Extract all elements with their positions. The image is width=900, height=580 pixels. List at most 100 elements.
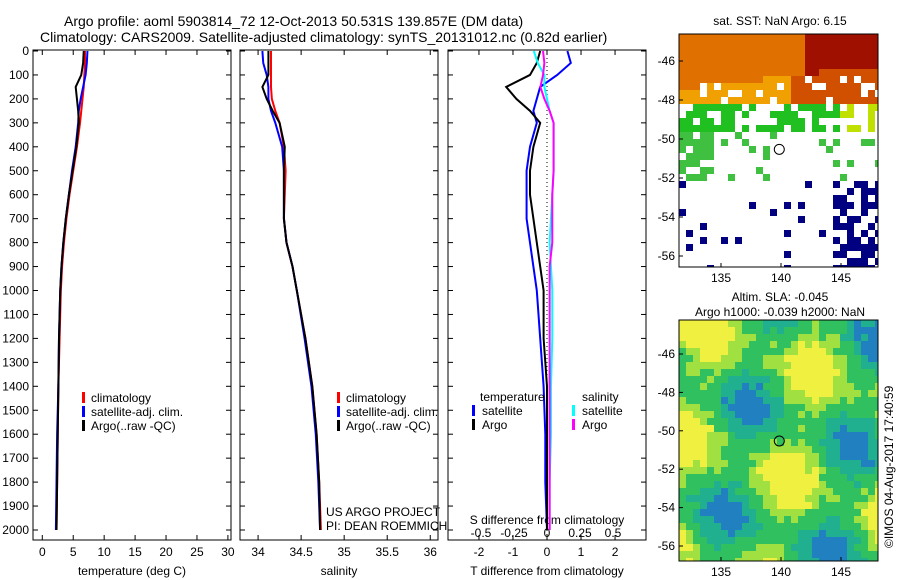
map-cell (770, 258, 777, 265)
map-cell (875, 432, 878, 439)
map-cell (693, 244, 700, 251)
map-cell (714, 453, 721, 460)
map-cell (854, 48, 861, 55)
map-cell (693, 125, 700, 132)
map-cell (763, 83, 770, 90)
map-cell (805, 509, 812, 516)
map-cell (770, 104, 777, 111)
map-cell (700, 439, 707, 446)
project-label: US ARGO PROJECT (326, 505, 441, 519)
map-cell (826, 439, 833, 446)
map-cell (742, 111, 749, 118)
map-cell (735, 111, 742, 118)
map-cell (833, 523, 840, 530)
map-cell (812, 209, 819, 216)
map-cell (770, 362, 777, 369)
map-cell (742, 453, 749, 460)
map-cell (819, 41, 826, 48)
map-cell (735, 83, 742, 90)
map-cell (784, 551, 791, 558)
map-cell (826, 418, 833, 425)
map-cell (714, 558, 721, 561)
map-cell (784, 90, 791, 97)
map-cell (854, 502, 861, 509)
map-cell (686, 460, 693, 467)
map-cell (819, 495, 826, 502)
map-cell (721, 418, 728, 425)
sst-map-title: sat. SST: NaN Argo: 6.15 (713, 14, 847, 28)
map-cell (735, 167, 742, 174)
map-cell (833, 62, 840, 69)
map-cell (679, 251, 686, 258)
map-cell (707, 41, 714, 48)
map-cell (798, 97, 805, 104)
map-cell (777, 425, 784, 432)
map-cell (847, 425, 854, 432)
s-tick-label: 0.5 (605, 526, 622, 540)
map-cell (679, 83, 686, 90)
map-cell (721, 397, 728, 404)
map-cell (833, 530, 840, 537)
map-cell (875, 41, 878, 48)
map-cell (819, 174, 826, 181)
map-cell (840, 132, 847, 139)
map-cell (728, 146, 735, 153)
map-cell (770, 509, 777, 516)
map-cell (756, 460, 763, 467)
map-cell (847, 230, 854, 237)
map-cell (798, 216, 805, 223)
map-cell (847, 446, 854, 453)
map-cell (714, 327, 721, 334)
legend-header-temperature: temperature (480, 390, 545, 404)
map-cell (714, 320, 721, 327)
map-cell (679, 202, 686, 209)
map-cell (742, 83, 749, 90)
map-cell (735, 523, 742, 530)
map-cell (700, 327, 707, 334)
map-cell (826, 488, 833, 495)
map-cell (770, 334, 777, 341)
map-cell (868, 355, 875, 362)
map-cell (777, 62, 784, 69)
map-cell (707, 62, 714, 69)
map-cell (756, 244, 763, 251)
map-cell (840, 467, 847, 474)
map-cell (805, 481, 812, 488)
map-cell (707, 334, 714, 341)
map-cell (805, 174, 812, 181)
s-tick-label: 0 (544, 526, 551, 540)
map-cell (735, 341, 742, 348)
map-cell (763, 432, 770, 439)
map-cell (812, 167, 819, 174)
map-cell (833, 362, 840, 369)
map-cell (812, 537, 819, 544)
map-cell (840, 460, 847, 467)
map-cell (805, 369, 812, 376)
map-cell (714, 397, 721, 404)
map-cell (770, 425, 777, 432)
map-cell (679, 544, 686, 551)
map-cell (847, 460, 854, 467)
map-cell (784, 104, 791, 111)
map-cell (791, 216, 798, 223)
map-cell (728, 523, 735, 530)
map-cell (707, 418, 714, 425)
x-tick-label: 0 (39, 545, 46, 559)
map-cell (679, 125, 686, 132)
map-cell (721, 453, 728, 460)
map-cell (819, 83, 826, 90)
map-cell (819, 153, 826, 160)
map-cell (791, 320, 798, 327)
map-cell (847, 118, 854, 125)
map-cell (784, 160, 791, 167)
map-cell (749, 125, 756, 132)
map-cell (679, 188, 686, 195)
map-cell (805, 439, 812, 446)
map-cell (679, 244, 686, 251)
map-cell (840, 544, 847, 551)
map-cell (819, 202, 826, 209)
map-cell (693, 153, 700, 160)
map-cell (847, 202, 854, 209)
map-cell (854, 425, 861, 432)
map-cell (728, 251, 735, 258)
